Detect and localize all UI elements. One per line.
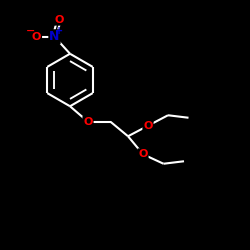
Text: O: O bbox=[32, 32, 41, 42]
Text: O: O bbox=[83, 117, 93, 127]
Text: N: N bbox=[49, 30, 60, 43]
Text: O: O bbox=[54, 15, 64, 25]
Text: O: O bbox=[143, 121, 153, 131]
Text: O: O bbox=[138, 149, 148, 159]
Text: +: + bbox=[55, 26, 63, 36]
Text: −: − bbox=[26, 26, 35, 36]
